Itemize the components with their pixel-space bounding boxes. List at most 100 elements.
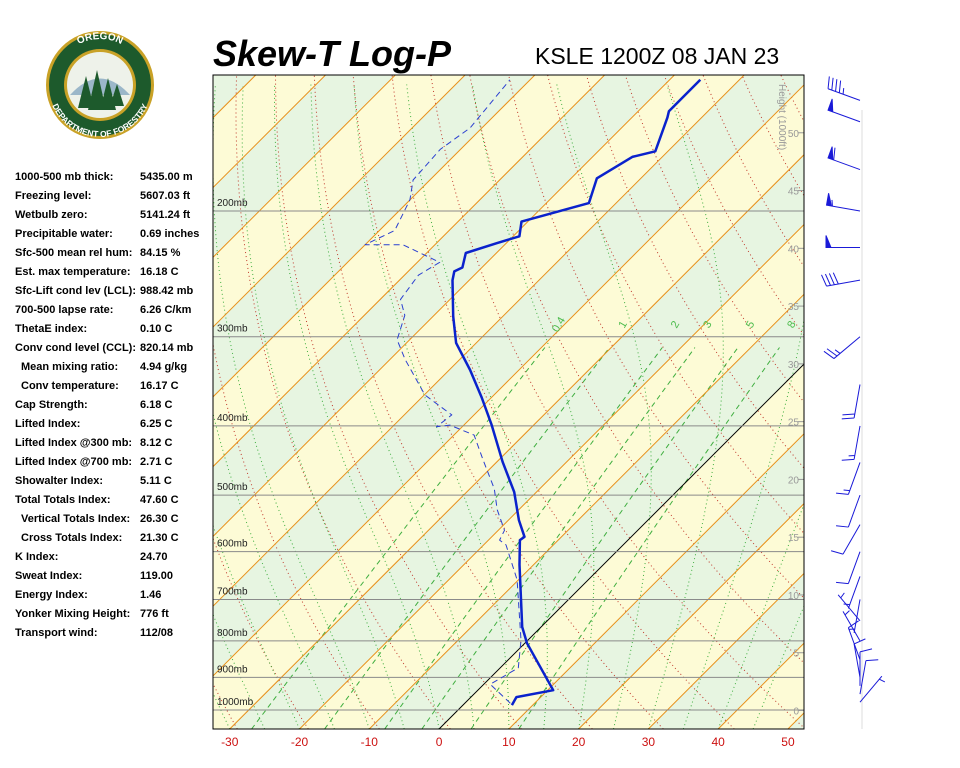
moist-adiabat: [682, 84, 804, 729]
x-tick-label: 40: [711, 735, 725, 749]
index-value: 820.14 mb: [140, 342, 193, 354]
index-value: 24.70: [140, 551, 168, 563]
dry-adiabat: [741, 75, 804, 197]
logo-top: OREGON: [75, 31, 124, 47]
mixing-ratio-label: 1: [616, 319, 629, 330]
dry-adiabat: [780, 75, 804, 123]
index-label: Total Totals Index:: [15, 494, 111, 506]
dry-adiabat: [213, 536, 309, 729]
index-value: 0.10 C: [140, 323, 172, 335]
dewpoint-line: [364, 79, 522, 704]
isotherm: [368, 293, 804, 729]
chart-title: Skew-T Log-P: [213, 33, 452, 74]
wind-barb: [827, 98, 861, 123]
dry-adiabat: [275, 75, 522, 729]
dry-adiabat: [585, 75, 804, 469]
index-value: 4.94 g/kg: [140, 361, 187, 373]
height-tick-label: 15: [788, 533, 800, 544]
logo-trees: [78, 70, 124, 110]
mixing-ratio-label: 3: [701, 319, 714, 330]
isotherm: [508, 433, 804, 729]
logo: OREGON DEPARTMENT OF FORESTRY: [46, 31, 154, 139]
x-tick-label: 20: [572, 735, 586, 749]
height-tick-label: 20: [788, 475, 800, 486]
index-label: Conv temperature:: [21, 380, 119, 392]
pressure-label: 800mb: [217, 628, 248, 639]
wind-barb: [827, 146, 861, 171]
wind-barb: [825, 235, 860, 249]
height-tick-label: 10: [788, 591, 800, 602]
temperature-band: [213, 75, 804, 676]
wind-barbs: [821, 76, 886, 703]
pressure-label: 400mb: [217, 413, 248, 424]
moist-adiabat: [717, 503, 804, 729]
moist-adiabat: [353, 84, 510, 729]
index-value: 5141.24 ft: [140, 209, 190, 221]
height-tick-label: 25: [788, 418, 800, 429]
dry-adiabat: [859, 75, 960, 729]
isotherm: [858, 75, 960, 729]
isotherm: [438, 363, 804, 729]
pressure-label: 700mb: [217, 586, 248, 597]
height-tick-label: 40: [788, 244, 800, 255]
wind-barb: [825, 193, 861, 212]
wind-barb: [859, 675, 886, 703]
index-label: Freezing level:: [15, 190, 91, 202]
isotherm: [648, 572, 804, 729]
isotherm: [213, 75, 675, 538]
wind-barb: [827, 76, 861, 101]
pressure-label: 200mb: [217, 198, 248, 209]
mixing-ratio-label: 2: [669, 319, 682, 330]
index-value: 8.12 C: [140, 437, 172, 449]
index-label: Energy Index:: [15, 589, 88, 601]
index-label: Lifted Index:: [15, 418, 80, 430]
isotherm: [213, 84, 804, 677]
wind-barb: [823, 336, 861, 359]
isotherm: [787, 712, 804, 729]
moist-adiabat: [310, 84, 475, 729]
temperature-line: [451, 78, 702, 706]
chart-subtitle: KSLE 1200Z 08 JAN 23: [535, 43, 779, 69]
isotherm: [213, 75, 466, 328]
height-tick-label: 50: [788, 129, 800, 140]
dry-adiabat: [352, 75, 664, 729]
moist-adiabat: [273, 84, 440, 729]
mixing-ratio-line: [470, 347, 739, 729]
wind-barb: [848, 599, 861, 634]
moist-adiabat: [647, 84, 724, 729]
index-label: Wetbulb zero:: [15, 209, 88, 221]
wind-barb: [859, 659, 879, 695]
temperature-band: [787, 712, 804, 729]
height-tick-label: 5: [793, 649, 799, 660]
wind-barb: [836, 551, 861, 585]
index-label: Sweat Index:: [15, 570, 82, 582]
index-label: Sfc-Lift cond lev (LCL):: [15, 285, 136, 297]
dry-adiabat: [820, 75, 960, 729]
mixing-ratio-line: [518, 347, 780, 729]
index-label: Conv cond level (CCL):: [15, 342, 136, 354]
mixing-ratio-label: 5: [744, 319, 757, 330]
index-label: Transport wind:: [15, 627, 98, 639]
index-label: Lifted Index @700 mb:: [15, 456, 132, 468]
index-label: Precipitable water:: [15, 228, 113, 240]
index-value: 5435.00 m: [140, 171, 193, 183]
index-label: 1000-500 mb thick:: [15, 171, 113, 183]
index-value: 5607.03 ft: [140, 190, 190, 202]
dry-adiabat: [391, 75, 735, 729]
x-tick-label: 10: [502, 735, 516, 749]
wind-barb: [842, 610, 861, 642]
isotherm: [213, 75, 745, 607]
index-value: 119.00: [140, 570, 173, 582]
wind-barb: [836, 462, 861, 495]
index-value: 16.17 C: [140, 380, 179, 392]
index-value: 0.69 inches: [140, 228, 199, 240]
wind-barb: [830, 524, 861, 555]
index-value: 6.18 C: [140, 399, 172, 411]
index-value: 47.60 C: [140, 494, 179, 506]
dry-adiabat: [897, 75, 960, 729]
wind-barb: [836, 494, 861, 528]
mixing-ratio-line: [324, 347, 610, 729]
pressure-label: 900mb: [217, 664, 248, 675]
